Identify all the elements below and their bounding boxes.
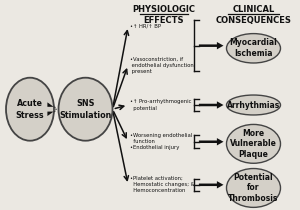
Text: More
Vulnerable
Plaque: More Vulnerable Plaque: [230, 129, 277, 159]
Text: Potential
for
Thrombosis: Potential for Thrombosis: [228, 173, 279, 203]
Ellipse shape: [226, 95, 280, 115]
Text: SNS
Stimulation: SNS Stimulation: [59, 99, 112, 120]
Ellipse shape: [58, 78, 112, 141]
Text: Myocardial
Ischemia: Myocardial Ischemia: [230, 38, 278, 58]
Text: •Vasoconstriction, if
 endothelial dysfunction
 present: •Vasoconstriction, if endothelial dysfun…: [130, 56, 194, 74]
Text: •↑ Pro-arrhythmogenic
  potential: •↑ Pro-arrhythmogenic potential: [130, 99, 192, 111]
Ellipse shape: [226, 168, 280, 207]
Text: Acute
Stress: Acute Stress: [16, 99, 44, 120]
FancyArrow shape: [47, 102, 57, 116]
Text: •↑ HR/↑ BP: •↑ HR/↑ BP: [130, 24, 161, 29]
Text: •Worsening endothelial
  function
•Endothelial injury: •Worsening endothelial function •Endothe…: [130, 133, 193, 150]
FancyArrow shape: [199, 42, 224, 49]
FancyArrow shape: [199, 181, 224, 189]
Ellipse shape: [226, 34, 280, 63]
FancyArrow shape: [199, 101, 224, 109]
Ellipse shape: [6, 78, 54, 141]
Text: CLINICAL
CONSEQUENCES: CLINICAL CONSEQUENCES: [216, 5, 291, 25]
FancyArrow shape: [199, 138, 224, 145]
Text: PHYSIOLOGIC
EFFECTS: PHYSIOLOGIC EFFECTS: [132, 5, 195, 25]
Text: •Platelet activation;
  Hemostatic changes; &
  Hemoconcentration: •Platelet activation; Hemostatic changes…: [130, 176, 195, 193]
Text: Arrhythmias: Arrhythmias: [227, 101, 280, 109]
Ellipse shape: [226, 124, 280, 163]
